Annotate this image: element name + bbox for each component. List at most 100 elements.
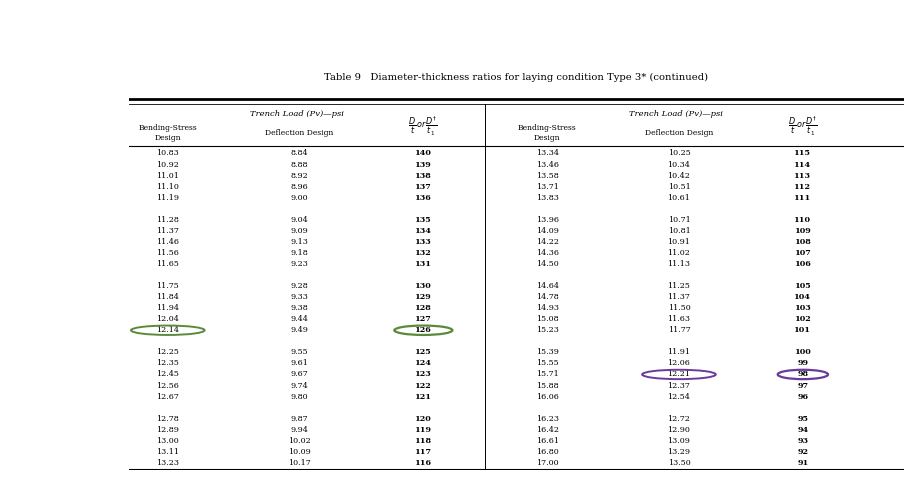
Text: 13.71: 13.71 [536, 182, 559, 191]
Text: 104: 104 [795, 293, 811, 301]
Text: 128: 128 [415, 304, 431, 312]
Text: 118: 118 [415, 437, 431, 445]
Text: 121: 121 [415, 393, 431, 400]
Text: 12.06: 12.06 [668, 360, 691, 367]
Text: 115: 115 [795, 149, 811, 157]
Text: =: = [44, 15, 98, 49]
Text: 9.13: 9.13 [290, 238, 308, 246]
Text: 11.94: 11.94 [157, 304, 179, 312]
Text: Pe: Pe [98, 15, 148, 49]
Text: 126: 126 [415, 326, 431, 334]
Text: 124: 124 [415, 360, 431, 367]
Text: 10.61: 10.61 [668, 193, 691, 202]
Text: 11.19: 11.19 [157, 193, 179, 202]
Text: 12.04: 12.04 [157, 315, 179, 323]
Text: 9.87: 9.87 [290, 415, 308, 423]
Text: 11.13: 11.13 [668, 260, 691, 268]
Text: 10.71: 10.71 [668, 216, 691, 224]
Text: 11.25: 11.25 [668, 282, 691, 290]
Text: 12.14: 12.14 [157, 326, 179, 334]
Text: Pv: Pv [0, 15, 44, 49]
Text: 139: 139 [415, 160, 431, 168]
Text: 11.02: 11.02 [668, 249, 691, 257]
Text: 102: 102 [795, 315, 811, 323]
Text: 99: 99 [798, 360, 809, 367]
Text: 13.34: 13.34 [536, 149, 559, 157]
Text: 10.42: 10.42 [668, 171, 691, 180]
Text: 12.67: 12.67 [157, 393, 179, 400]
Text: 10.83: 10.83 [157, 149, 179, 157]
Text: 98: 98 [798, 371, 809, 378]
Text: 9.61: 9.61 [290, 360, 308, 367]
Text: 9.23: 9.23 [290, 260, 308, 268]
Text: D/t: D/t [868, 15, 922, 49]
Text: 13.58: 13.58 [536, 171, 559, 180]
Text: 12.72: 12.72 [668, 415, 691, 423]
Text: 11.46: 11.46 [157, 238, 179, 246]
Text: 117: 117 [415, 448, 431, 456]
Text: 113: 113 [795, 171, 811, 180]
Text: 16.61: 16.61 [536, 437, 559, 445]
Text: 131: 131 [415, 260, 431, 268]
Text: 14.09: 14.09 [536, 227, 559, 235]
Text: 91: 91 [798, 459, 809, 467]
Text: 138: 138 [415, 171, 431, 180]
Text: 10.25: 10.25 [668, 149, 691, 157]
Text: 13.00: 13.00 [157, 437, 179, 445]
Text: 11.10: 11.10 [157, 182, 179, 191]
Text: 127: 127 [415, 315, 431, 323]
Text: 15.55: 15.55 [536, 360, 559, 367]
Text: 10.91: 10.91 [668, 238, 691, 246]
Text: 103: 103 [795, 304, 811, 312]
Text: 13.96: 13.96 [536, 216, 559, 224]
Text: 12.35: 12.35 [157, 360, 179, 367]
Text: 96: 96 [798, 393, 809, 400]
Text: Pt: Pt [202, 15, 246, 49]
Text: 97: 97 [798, 382, 809, 389]
Text: 11.37: 11.37 [157, 227, 179, 235]
Text: 106: 106 [795, 260, 811, 268]
Text: 95: 95 [798, 415, 809, 423]
Text: 111: 111 [794, 193, 811, 202]
Text: 16.80: 16.80 [536, 448, 559, 456]
Text: $\dfrac{D}{t}$$\,or\,$$\dfrac{D^{\dagger}}{t_1}$: $\dfrac{D}{t}$$\,or\,$$\dfrac{D^{\dagger… [408, 115, 438, 138]
Text: 10.34: 10.34 [668, 160, 691, 168]
Text: 10.17: 10.17 [288, 459, 311, 467]
Text: 11.77: 11.77 [668, 326, 691, 334]
Text: +: + [148, 15, 202, 49]
Text: 12.25: 12.25 [157, 348, 179, 356]
Text: 12.1: 12.1 [367, 15, 456, 49]
Text: 14.64: 14.64 [536, 282, 559, 290]
Text: 8.84: 8.84 [290, 149, 308, 157]
Text: 9.09: 9.09 [290, 227, 308, 235]
Text: 12.54: 12.54 [668, 393, 691, 400]
Text: 114: 114 [795, 160, 811, 168]
Text: 15.39: 15.39 [536, 348, 559, 356]
Text: 13.83: 13.83 [536, 193, 559, 202]
Text: 137: 137 [415, 182, 431, 191]
Text: 15.88: 15.88 [536, 382, 559, 389]
Text: 10.51: 10.51 [668, 182, 691, 191]
Text: 9.33: 9.33 [290, 293, 308, 301]
Text: 94: 94 [798, 426, 809, 434]
Text: 14.93: 14.93 [536, 304, 559, 312]
Text: 132: 132 [415, 249, 431, 257]
Text: 14.78: 14.78 [536, 293, 559, 301]
Text: 136: 136 [415, 193, 431, 202]
Text: 130: 130 [415, 282, 431, 290]
Text: 13.29: 13.29 [668, 448, 691, 456]
Text: Design: Design [534, 134, 561, 142]
Text: 112: 112 [795, 182, 811, 191]
Text: 16.42: 16.42 [536, 426, 559, 434]
Text: 116: 116 [415, 459, 431, 467]
Text: 11.65: 11.65 [157, 260, 179, 268]
Text: 9.49: 9.49 [290, 326, 308, 334]
Text: 101: 101 [795, 326, 811, 334]
Text: 13.46: 13.46 [536, 160, 559, 168]
Text: 11.56: 11.56 [157, 249, 179, 257]
Text: 11.63: 11.63 [668, 315, 691, 323]
Text: 110: 110 [795, 216, 811, 224]
Text: 9.28: 9.28 [290, 282, 308, 290]
Text: 12.56: 12.56 [157, 382, 179, 389]
Text: 122: 122 [415, 382, 431, 389]
